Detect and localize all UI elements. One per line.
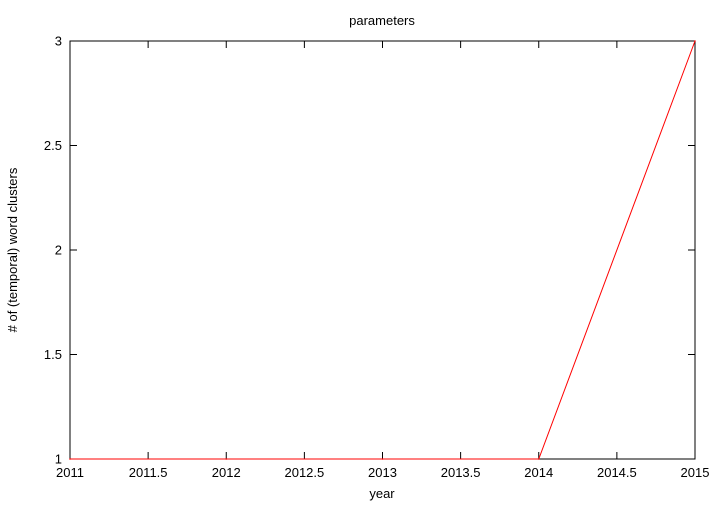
- y-axis-ticks: 1 1.5 2 2.5 3: [44, 34, 695, 467]
- x-tick-label: 2014.5: [597, 465, 637, 480]
- y-tick-label: 2: [55, 243, 62, 258]
- x-tick-label: 2013: [368, 465, 397, 480]
- y-tick-label: 1: [55, 452, 62, 467]
- y-tick-label: 1.5: [44, 347, 62, 362]
- x-axis-ticks: 2011 2011.5 2012 2012.5 2013 2013.5 2014 2014.5…: [56, 41, 709, 480]
- data-point: [537, 458, 540, 460]
- series-layer: [69, 40, 696, 460]
- x-tick-label: 2015: [681, 465, 710, 480]
- data-point: [694, 40, 696, 42]
- x-tick-label: 2014: [524, 465, 553, 480]
- y-axis-label: # of (temporal) word clusters: [5, 167, 20, 332]
- chart-title: parameters: [349, 13, 415, 28]
- x-tick-label: 2012.5: [284, 465, 324, 480]
- x-tick-label: 2011.5: [129, 465, 168, 480]
- plot-frame: [69, 40, 696, 460]
- x-axis-label: year: [369, 486, 395, 501]
- data-point: [69, 458, 71, 460]
- data-point: [225, 458, 228, 460]
- x-tick-label: 2011: [56, 465, 84, 480]
- data-point: [381, 458, 384, 460]
- series-line: [70, 40, 696, 460]
- x-tick-label: 2012: [212, 465, 241, 480]
- y-tick-label: 3: [55, 34, 62, 49]
- y-tick-label: 2.5: [44, 138, 62, 153]
- x-tick-label: 2013.5: [441, 465, 481, 480]
